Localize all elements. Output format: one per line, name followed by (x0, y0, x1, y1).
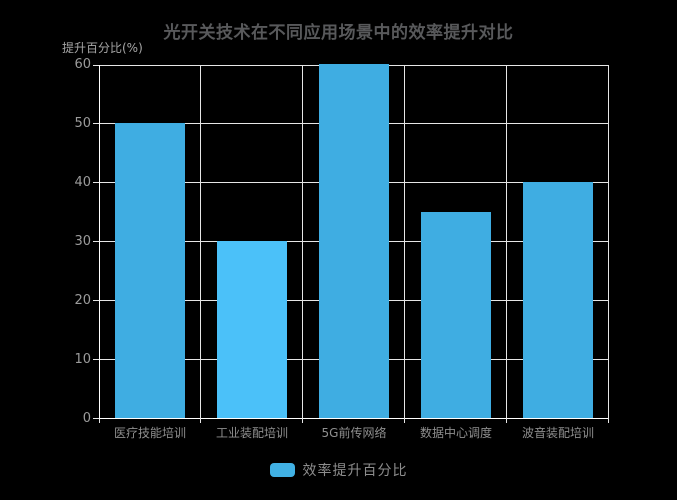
plot-area: 0 10 20 30 40 50 60 医疗技能培训 工业装配培训 5G前传网络 数据中心调度 波音装… (74, 57, 609, 440)
y-axis-tick-label: 20 (74, 293, 91, 308)
y-axis-tick-label: 10 (74, 352, 91, 367)
bar-3-5G前传网络[interactable] (319, 64, 389, 418)
x-category-label: 5G前传网络 (321, 426, 387, 440)
legend-label: 效率提升百分比 (302, 463, 408, 479)
y-axis-tick-mark (93, 123, 99, 124)
bar-5-波音装配培训[interactable] (523, 182, 593, 418)
y-axis-tick-label: 50 (74, 116, 91, 131)
x-axis-tick-mark (506, 419, 507, 423)
x-axis-tick-mark (404, 419, 405, 423)
y-axis-tick-label: 60 (74, 57, 91, 72)
y-axis-tick-mark (93, 182, 99, 183)
y-axis-tick-mark (93, 65, 99, 66)
y-axis-tick-label: 0 (82, 411, 91, 426)
chart-title: 光开关技术在不同应用场景中的效率提升对比 (163, 23, 514, 43)
x-axis-tick-mark (302, 419, 303, 423)
y-axis-name: 提升百分比(%) (62, 41, 143, 55)
grid-split-line-x (302, 65, 303, 419)
y-axis-tick-mark (93, 418, 99, 419)
x-category-label: 医疗技能培训 (113, 426, 186, 440)
bar-2-工业装配培训[interactable] (217, 241, 287, 418)
grid-line-y-0 (99, 418, 609, 419)
x-axis-tick-mark (200, 419, 201, 423)
x-category-label: 波音装配培训 (521, 426, 594, 440)
bar-1-医疗技能培训[interactable] (115, 123, 185, 418)
grid-split-line-x (200, 65, 201, 419)
x-category-label: 工业装配培训 (215, 426, 288, 440)
grid-split-line-x (506, 65, 507, 419)
y-axis-tick-label: 40 (74, 175, 91, 190)
grid-split-line-x (99, 65, 100, 419)
y-axis-tick-mark (93, 300, 99, 301)
grid-split-line-x (608, 65, 609, 419)
legend[interactable]: 效率提升百分比 (0, 460, 677, 480)
x-category-label: 数据中心调度 (419, 426, 492, 440)
x-axis-tick-mark (608, 419, 609, 423)
y-axis-tick-label: 30 (74, 234, 91, 249)
grid-split-line-x (404, 65, 405, 419)
bar-4-数据中心调度[interactable] (421, 211, 491, 418)
y-axis-tick-mark (93, 241, 99, 242)
legend-swatch-icon (269, 463, 295, 477)
x-axis-tick-mark (99, 419, 100, 423)
y-axis-tick-mark (93, 359, 99, 360)
